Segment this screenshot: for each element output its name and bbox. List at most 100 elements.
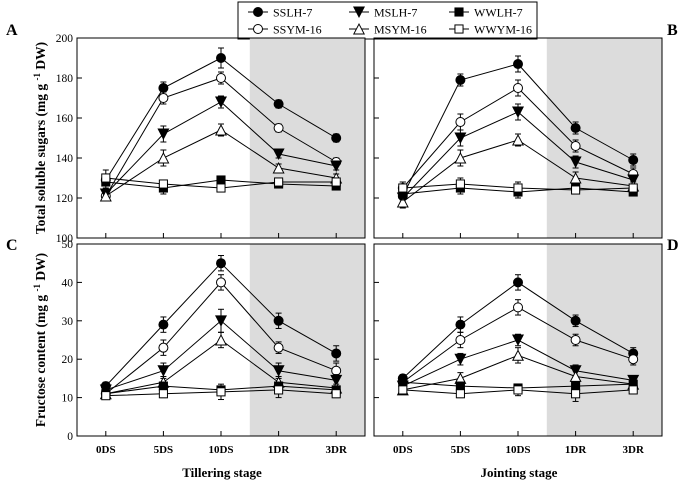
legend-marker bbox=[454, 7, 464, 17]
legend-label: MSYM-16 bbox=[374, 23, 427, 37]
data-point bbox=[511, 106, 525, 119]
data-point bbox=[454, 353, 467, 366]
x-tick-label: 0DS bbox=[393, 444, 413, 456]
data-point bbox=[628, 155, 639, 165]
data-point bbox=[455, 381, 465, 391]
data-point bbox=[330, 160, 343, 173]
data-point bbox=[454, 132, 467, 145]
data-point bbox=[455, 335, 466, 345]
data-point bbox=[570, 123, 581, 133]
data-point bbox=[331, 133, 342, 143]
data-point bbox=[272, 161, 285, 174]
data-point bbox=[455, 75, 466, 85]
data-point bbox=[569, 156, 582, 169]
series-msym-16 bbox=[396, 133, 640, 209]
data-point bbox=[331, 177, 341, 187]
legend-entry-msym-16: MSYM-16 bbox=[349, 23, 427, 37]
panel-label-b: B bbox=[667, 22, 678, 39]
legend-entry-sslh-7: SSLH-7 bbox=[248, 6, 312, 20]
x-tick-label: 5DS bbox=[451, 444, 471, 456]
legend-label: SSLH-7 bbox=[273, 6, 312, 20]
data-point bbox=[513, 277, 523, 288]
series-sslh-7 bbox=[100, 47, 342, 187]
data-point bbox=[273, 123, 284, 133]
x-tick-label: 0DS bbox=[96, 444, 116, 456]
y-tick-label: 200 bbox=[56, 33, 74, 45]
y-tick-label: 50 bbox=[62, 239, 74, 251]
legend-marker bbox=[352, 22, 366, 35]
data-point bbox=[513, 83, 523, 93]
data-point bbox=[216, 258, 226, 269]
panel-label-a: A bbox=[6, 22, 18, 39]
y-tick-label: 160 bbox=[56, 113, 74, 125]
y-tick-label: 40 bbox=[62, 277, 74, 289]
x-axis-title-right: Jointing stage bbox=[481, 465, 558, 480]
series-wwym-16 bbox=[398, 383, 638, 402]
data-point bbox=[158, 381, 168, 391]
data-point bbox=[272, 148, 285, 161]
y-axis-title-bottom: Fructose content (mg g -1 DW) bbox=[32, 253, 48, 427]
y-tick-label: 180 bbox=[56, 73, 74, 85]
data-point bbox=[330, 374, 343, 387]
data-point bbox=[158, 179, 168, 189]
data-point bbox=[273, 342, 284, 353]
y-tick-label: 120 bbox=[56, 193, 74, 205]
data-point bbox=[570, 315, 581, 326]
data-point bbox=[571, 389, 581, 399]
data-point bbox=[331, 348, 342, 359]
data-point bbox=[511, 349, 525, 361]
data-point bbox=[628, 354, 639, 365]
data-point bbox=[274, 385, 284, 395]
legend-marker bbox=[454, 24, 464, 34]
data-point bbox=[398, 377, 408, 387]
data-point bbox=[628, 385, 638, 395]
data-point bbox=[455, 319, 466, 330]
series-wwym-16 bbox=[398, 177, 638, 195]
data-point bbox=[513, 385, 523, 395]
data-point bbox=[99, 189, 112, 202]
data-point bbox=[273, 315, 284, 326]
x-tick-label: 10DS bbox=[505, 444, 530, 456]
data-point bbox=[331, 389, 341, 399]
panel-label-c: C bbox=[6, 237, 18, 254]
y-tick-label: 100 bbox=[56, 233, 74, 245]
x-tick-label: 1DR bbox=[565, 444, 587, 456]
series-wwym-16 bbox=[101, 169, 341, 193]
data-point bbox=[101, 173, 111, 183]
data-point bbox=[214, 123, 228, 136]
data-point bbox=[158, 93, 169, 103]
x-tick-label: 3DR bbox=[326, 444, 348, 456]
data-point bbox=[455, 179, 465, 189]
legend-marker bbox=[352, 6, 366, 19]
data-point bbox=[570, 141, 581, 151]
data-point bbox=[513, 302, 523, 313]
panel-label-d: D bbox=[667, 237, 679, 254]
panel-b bbox=[373, 37, 663, 239]
data-point bbox=[216, 387, 226, 397]
panel-d: 0DS 5DS 10DS 1DR 3DR bbox=[373, 243, 663, 456]
data-point bbox=[216, 277, 226, 288]
data-point bbox=[214, 96, 228, 109]
data-point bbox=[214, 333, 228, 346]
y-tick-label: 10 bbox=[62, 393, 74, 405]
data-point bbox=[455, 389, 465, 399]
data-point bbox=[157, 365, 170, 377]
y-tick-label: 0 bbox=[67, 431, 73, 443]
legend-entry-wwym-16: WWYM-16 bbox=[449, 23, 532, 37]
data-point bbox=[513, 59, 523, 69]
x-tick-label: 1DR bbox=[268, 444, 290, 456]
recovery-shade bbox=[249, 244, 365, 436]
data-point bbox=[511, 133, 525, 146]
data-point bbox=[513, 183, 523, 193]
data-point bbox=[214, 315, 228, 327]
data-point bbox=[158, 342, 169, 353]
x-axis-title-left: Tillering stage bbox=[182, 465, 262, 480]
data-point bbox=[570, 335, 581, 345]
legend-label: WWLH-7 bbox=[474, 6, 523, 20]
legend-marker bbox=[253, 7, 263, 17]
legend: SSLH-7 SSYM-16 MSLH-7 MSYM-16 WWLH-7 WWYM-16 bbox=[237, 1, 538, 40]
recovery-shade bbox=[546, 244, 662, 436]
y-axis-title-top: Total soluble sugars (mg g -1 DW) bbox=[32, 42, 48, 234]
legend-entry-mslh-7: MSLH-7 bbox=[349, 6, 417, 20]
